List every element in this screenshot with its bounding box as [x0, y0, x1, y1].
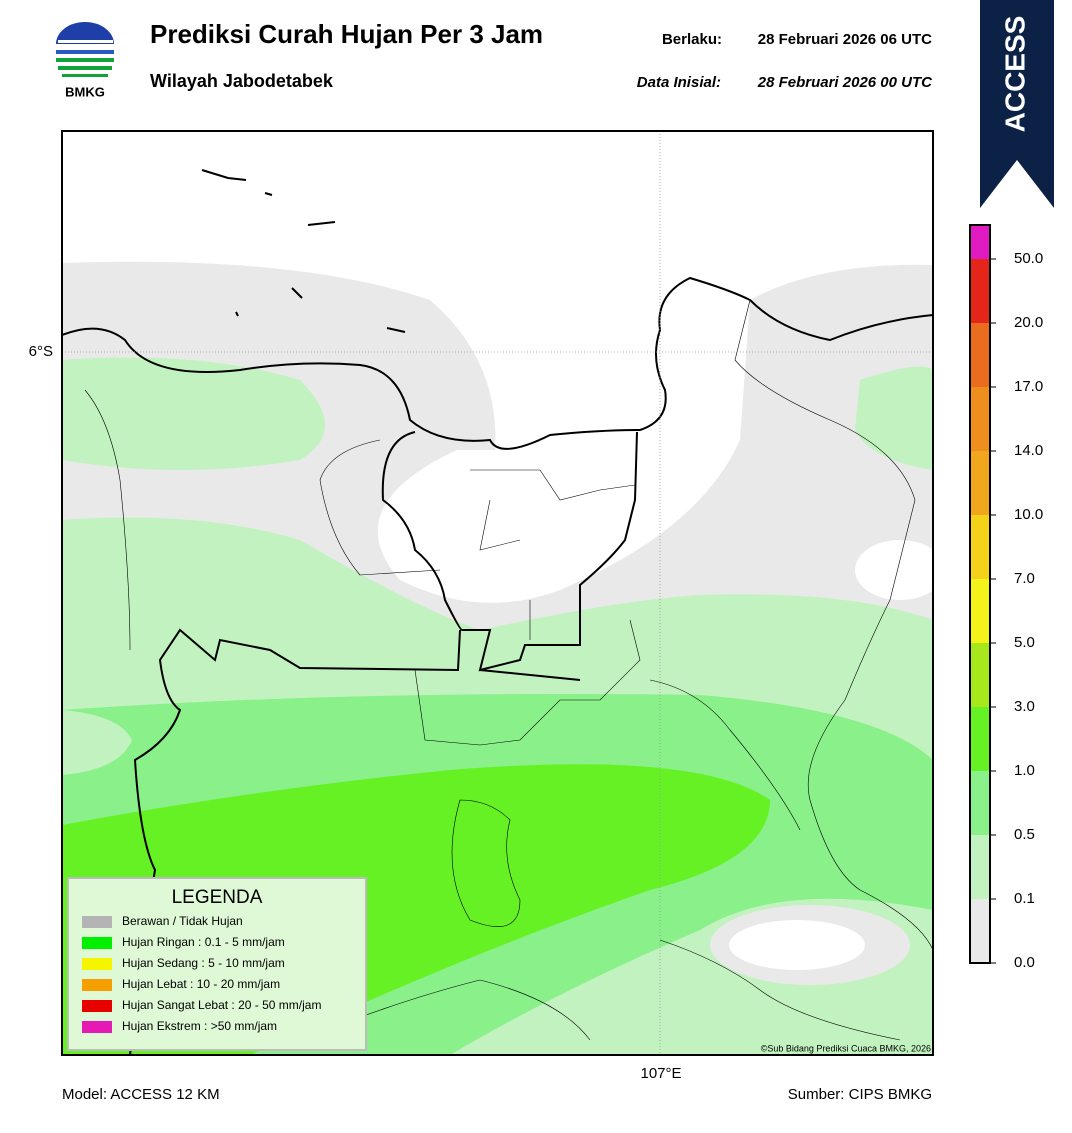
init-time: 28 Februari 2026 00 UTC: [757, 74, 933, 91]
logo-text: BMKG: [65, 84, 105, 99]
colorbar-frame: [969, 224, 991, 964]
legend-label: Hujan Lebat : 10 - 20 mm/jam: [122, 977, 280, 991]
colorbar-tick-label: 7.0: [1014, 570, 1035, 587]
legend-label: Hujan Sedang : 5 - 10 mm/jam: [122, 956, 285, 970]
subtitle: Wilayah Jabodetabek: [150, 71, 334, 91]
colorbar: 0.0 0.1 0.5 1.0 3.0 5.0 7.0 10.0 14.0 17.0 20.0 50.…: [969, 224, 1043, 971]
colorbar-tick-label: 0.5: [1014, 826, 1035, 843]
legend-title: LEGENDA: [172, 887, 263, 908]
legend-swatch: [82, 1021, 112, 1033]
legend-swatch: [82, 1000, 112, 1012]
lon-label: 107°E: [640, 1065, 681, 1082]
colorbar-segment: [970, 515, 990, 579]
colorbar-segment: [970, 225, 990, 259]
logo: BMKG: [56, 22, 114, 99]
colorbar-segment: [970, 643, 990, 707]
colorbar-tick-label: 3.0: [1014, 698, 1035, 715]
colorbar-tick-label: 14.0: [1014, 442, 1043, 459]
lat-label: 6°S: [29, 343, 53, 360]
init-label: Data Inisial:: [637, 74, 721, 91]
colorbar-tick-label: 20.0: [1014, 314, 1043, 331]
colorbar-segment: [970, 707, 990, 771]
title: Prediksi Curah Hujan Per 3 Jam: [150, 19, 543, 49]
colorbar-segment: [970, 835, 990, 899]
banner-text: ACCESS: [999, 16, 1030, 133]
model-label: Model: ACCESS 12 KM: [62, 1086, 220, 1103]
colorbar-segment: [970, 771, 990, 835]
colorbar-tick-label: 0.0: [1014, 954, 1035, 971]
legend-swatch: [82, 979, 112, 991]
legend-swatch: [82, 958, 112, 970]
colorbar-tick-label: 5.0: [1014, 634, 1035, 651]
legend-label: Hujan Sangat Lebat : 20 - 50 mm/jam: [122, 998, 321, 1012]
colorbar-segment: [970, 899, 990, 963]
colorbar-segment: [970, 451, 990, 515]
valid-time: 28 Februari 2026 06 UTC: [758, 31, 932, 48]
colorbar-tick-label: 17.0: [1014, 378, 1043, 395]
colorbar-segment: [970, 259, 990, 323]
colorbar-tick-label: 10.0: [1014, 506, 1043, 523]
colorbar-segment: [970, 323, 990, 387]
colorbar-tick-label: 0.1: [1014, 890, 1035, 907]
colorbar-segment: [970, 387, 990, 451]
source-label: Sumber: CIPS BMKG: [788, 1086, 932, 1103]
valid-label: Berlaku:: [662, 31, 722, 48]
legend-swatch: [82, 937, 112, 949]
legend-label: Berawan / Tidak Hujan: [122, 914, 243, 928]
legend: LEGENDA Berawan / Tidak Hujan Hujan Ringa…: [67, 877, 367, 1051]
copyright: ©Sub Bidang Prediksi Cuaca BMKG, 2026: [761, 1043, 931, 1053]
legend-label: Hujan Ekstrem : >50 mm/jam: [122, 1019, 277, 1033]
legend-label: Hujan Ringan : 0.1 - 5 mm/jam: [122, 935, 285, 949]
colorbar-segment: [970, 579, 990, 643]
legend-swatch: [82, 916, 112, 928]
colorbar-tick-label: 50.0: [1014, 250, 1043, 267]
colorbar-tick-label: 1.0: [1014, 762, 1035, 779]
banner: [980, 0, 1054, 208]
